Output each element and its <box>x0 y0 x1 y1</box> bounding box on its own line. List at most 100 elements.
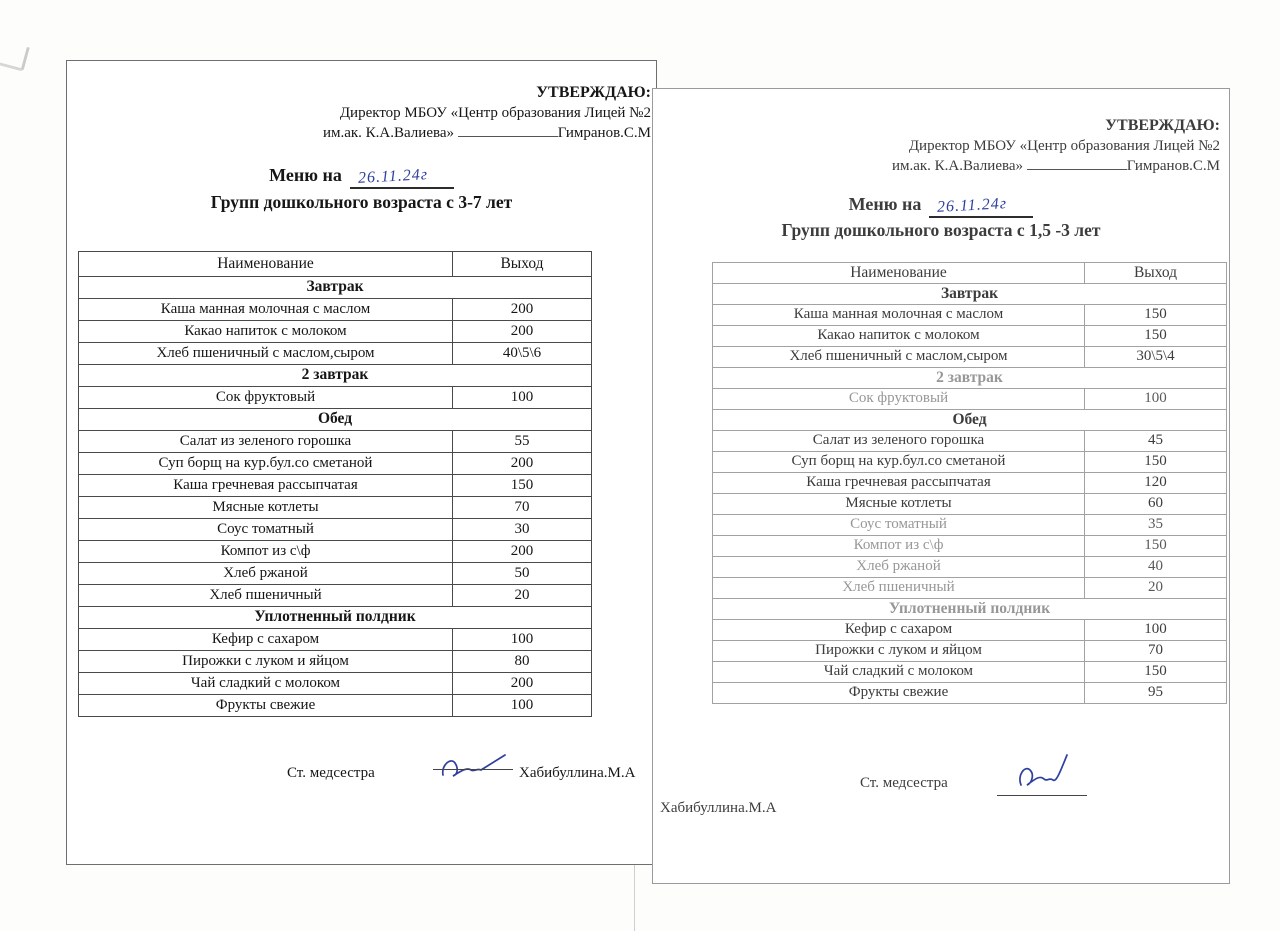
menu-item-row: Чай сладкий с молоком 150 <box>712 661 1227 683</box>
dish-name: Салат из зеленого горошка <box>78 430 453 453</box>
menu-item-row: Мясные котлеты 70 <box>78 496 592 519</box>
dish-name: Хлеб ржаной <box>712 556 1085 578</box>
dish-output-value: 150 <box>1084 304 1227 326</box>
dish-output-value: 120 <box>1084 472 1227 494</box>
approval-signature-line: им.ак. К.А.Валиева» Гимранов.С.М <box>323 123 651 143</box>
signature-underline <box>433 769 513 770</box>
dish-output-value: 200 <box>452 672 592 695</box>
dish-name: Каша гречневая рассыпчатая <box>712 472 1085 494</box>
approval-signature-underline <box>1026 156 1127 170</box>
section-label: Завтрак <box>78 276 592 299</box>
dish-output-value: 40\5\6 <box>452 342 592 365</box>
scan-page-edge-artifact <box>634 862 635 931</box>
dish-name: Хлеб пшеничный с маслом,сыром <box>712 346 1085 368</box>
dish-name: Хлеб пшеничный <box>712 577 1085 599</box>
approval-director-name: Гимранов.С.М <box>557 125 651 141</box>
dish-output-value: 150 <box>1084 451 1227 473</box>
menu-table: Наименование Выход Завтрак Каша манная мо… <box>712 262 1227 704</box>
dish-name: Каша гречневая рассыпчатая <box>78 474 453 497</box>
dish-name: Пирожки с луком и яйцом <box>712 640 1085 662</box>
menu-item-row: Пирожки с луком и яйцом 70 <box>712 640 1227 662</box>
approval-heading: УТВЕРЖДАЮ: <box>536 84 651 101</box>
dish-name: Суп борщ на кур.бул.со сметаной <box>78 452 453 475</box>
menu-item-row: Какао напиток с молоком 200 <box>78 320 592 343</box>
dish-name: Чай сладкий с молоком <box>712 661 1085 683</box>
table-header-row: Наименование Выход <box>712 262 1227 284</box>
column-header-name: Наименование <box>712 262 1085 284</box>
menu-item-row: Суп борщ на кур.бул.со сметаной 150 <box>712 451 1227 473</box>
menu-item-row: Хлеб ржаной 50 <box>78 562 592 585</box>
dish-name: Компот из с\ф <box>712 535 1085 557</box>
dish-output-value: 55 <box>452 430 592 453</box>
menu-item-row: Салат из зеленого горошка 55 <box>78 430 592 453</box>
menu-item-row: Каша манная молочная с маслом 150 <box>712 304 1227 326</box>
menu-item-row: Суп борщ на кур.бул.со сметаной 200 <box>78 452 592 475</box>
column-header-output: Выход <box>1084 262 1227 284</box>
dish-name: Фрукты свежие <box>78 694 453 717</box>
dish-output-value: 40 <box>1084 556 1227 578</box>
menu-section-row: Уплотненный полдник <box>78 606 592 629</box>
menu-page-3-7-let: УТВЕРЖДАЮ: Директор МБОУ «Центр образова… <box>66 60 657 865</box>
menu-item-row: Какао напиток с молоком 150 <box>712 325 1227 347</box>
date-underline: 26.11.24г <box>929 194 1034 218</box>
menu-section-row: Уплотненный полдник <box>712 598 1227 620</box>
nurse-role-label: Ст. медсестра <box>860 775 948 791</box>
menu-section-row: 2 завтрак <box>712 367 1227 389</box>
nurse-name: Хабибуллина.М.А <box>660 800 777 816</box>
dish-name: Компот из с\ф <box>78 540 453 563</box>
menu-item-row: Пирожки с луком и яйцом 80 <box>78 650 592 673</box>
menu-item-row: Мясные котлеты 60 <box>712 493 1227 515</box>
handwritten-date: 26.11.24г <box>357 166 429 187</box>
approval-signature-line: им.ак. К.А.Валиева» Гимранов.С.М <box>892 156 1220 176</box>
menu-item-row: Хлеб пшеничный с маслом,сыром 40\5\6 <box>78 342 592 365</box>
approval-org-suffix: им.ак. К.А.Валиева» <box>322 125 455 141</box>
menu-title-prefix: Меню на <box>848 194 922 214</box>
dish-name: Какао напиток с молоком <box>712 325 1085 347</box>
approval-director-line: Директор МБОУ «Центр образования Лицей №… <box>908 138 1220 154</box>
menu-item-row: Кефир с сахаром 100 <box>712 619 1227 641</box>
approval-director-line: Директор МБОУ «Центр образования Лицей №… <box>339 105 651 121</box>
approval-block: УТВЕРЖДАЮ: Директор МБОУ «Центр образова… <box>892 116 1220 176</box>
approval-signature-underline <box>457 123 558 137</box>
scan-corner-artifact <box>0 41 30 72</box>
table-header-row: Наименование Выход <box>78 251 592 277</box>
dish-output-value: 150 <box>452 474 592 497</box>
dish-output-value: 100 <box>452 628 592 651</box>
dish-name: Соус томатный <box>712 514 1085 536</box>
menu-item-row: Чай сладкий с молоком 200 <box>78 672 592 695</box>
dish-name: Хлеб ржаной <box>78 562 453 585</box>
dish-output-value: 150 <box>1084 325 1227 347</box>
dish-name: Чай сладкий с молоком <box>78 672 453 695</box>
menu-subtitle: Групп дошкольного возраста с 3-7 лет <box>210 192 513 212</box>
dish-output-value: 100 <box>452 694 592 717</box>
dish-output-value: 150 <box>1084 535 1227 557</box>
menu-item-row: Хлеб пшеничный с маслом,сыром 30\5\4 <box>712 346 1227 368</box>
menu-item-row: Хлеб пшеничный 20 <box>78 584 592 607</box>
menu-item-row: Хлеб ржаной 40 <box>712 556 1227 578</box>
dish-output-value: 100 <box>1084 388 1227 410</box>
dish-output-value: 100 <box>1084 619 1227 641</box>
section-label: Уплотненный полдник <box>78 606 592 629</box>
dish-name: Фрукты свежие <box>712 682 1085 704</box>
dish-output-value: 95 <box>1084 682 1227 704</box>
menu-section-row: 2 завтрак <box>78 364 592 387</box>
menu-section-row: Завтрак <box>712 283 1227 305</box>
section-label: Завтрак <box>712 283 1227 305</box>
dish-output-value: 35 <box>1084 514 1227 536</box>
dish-output-value: 20 <box>452 584 592 607</box>
section-label: Обед <box>712 409 1227 431</box>
menu-item-row: Хлеб пшеничный 20 <box>712 577 1227 599</box>
dish-name: Суп борщ на кур.бул.со сметаной <box>712 451 1085 473</box>
menu-item-row: Фрукты свежие 95 <box>712 682 1227 704</box>
dish-output-value: 70 <box>1084 640 1227 662</box>
signature-underline <box>997 795 1087 796</box>
dish-name: Пирожки с луком и яйцом <box>78 650 453 673</box>
dish-name: Мясные котлеты <box>712 493 1085 515</box>
menu-item-row: Сок фруктовый 100 <box>712 388 1227 410</box>
menu-item-row: Соус томатный 30 <box>78 518 592 541</box>
dish-output-value: 200 <box>452 452 592 475</box>
dish-output-value: 200 <box>452 540 592 563</box>
dish-output-value: 30 <box>452 518 592 541</box>
dish-name: Сок фруктовый <box>712 388 1085 410</box>
dish-output-value: 200 <box>452 320 592 343</box>
